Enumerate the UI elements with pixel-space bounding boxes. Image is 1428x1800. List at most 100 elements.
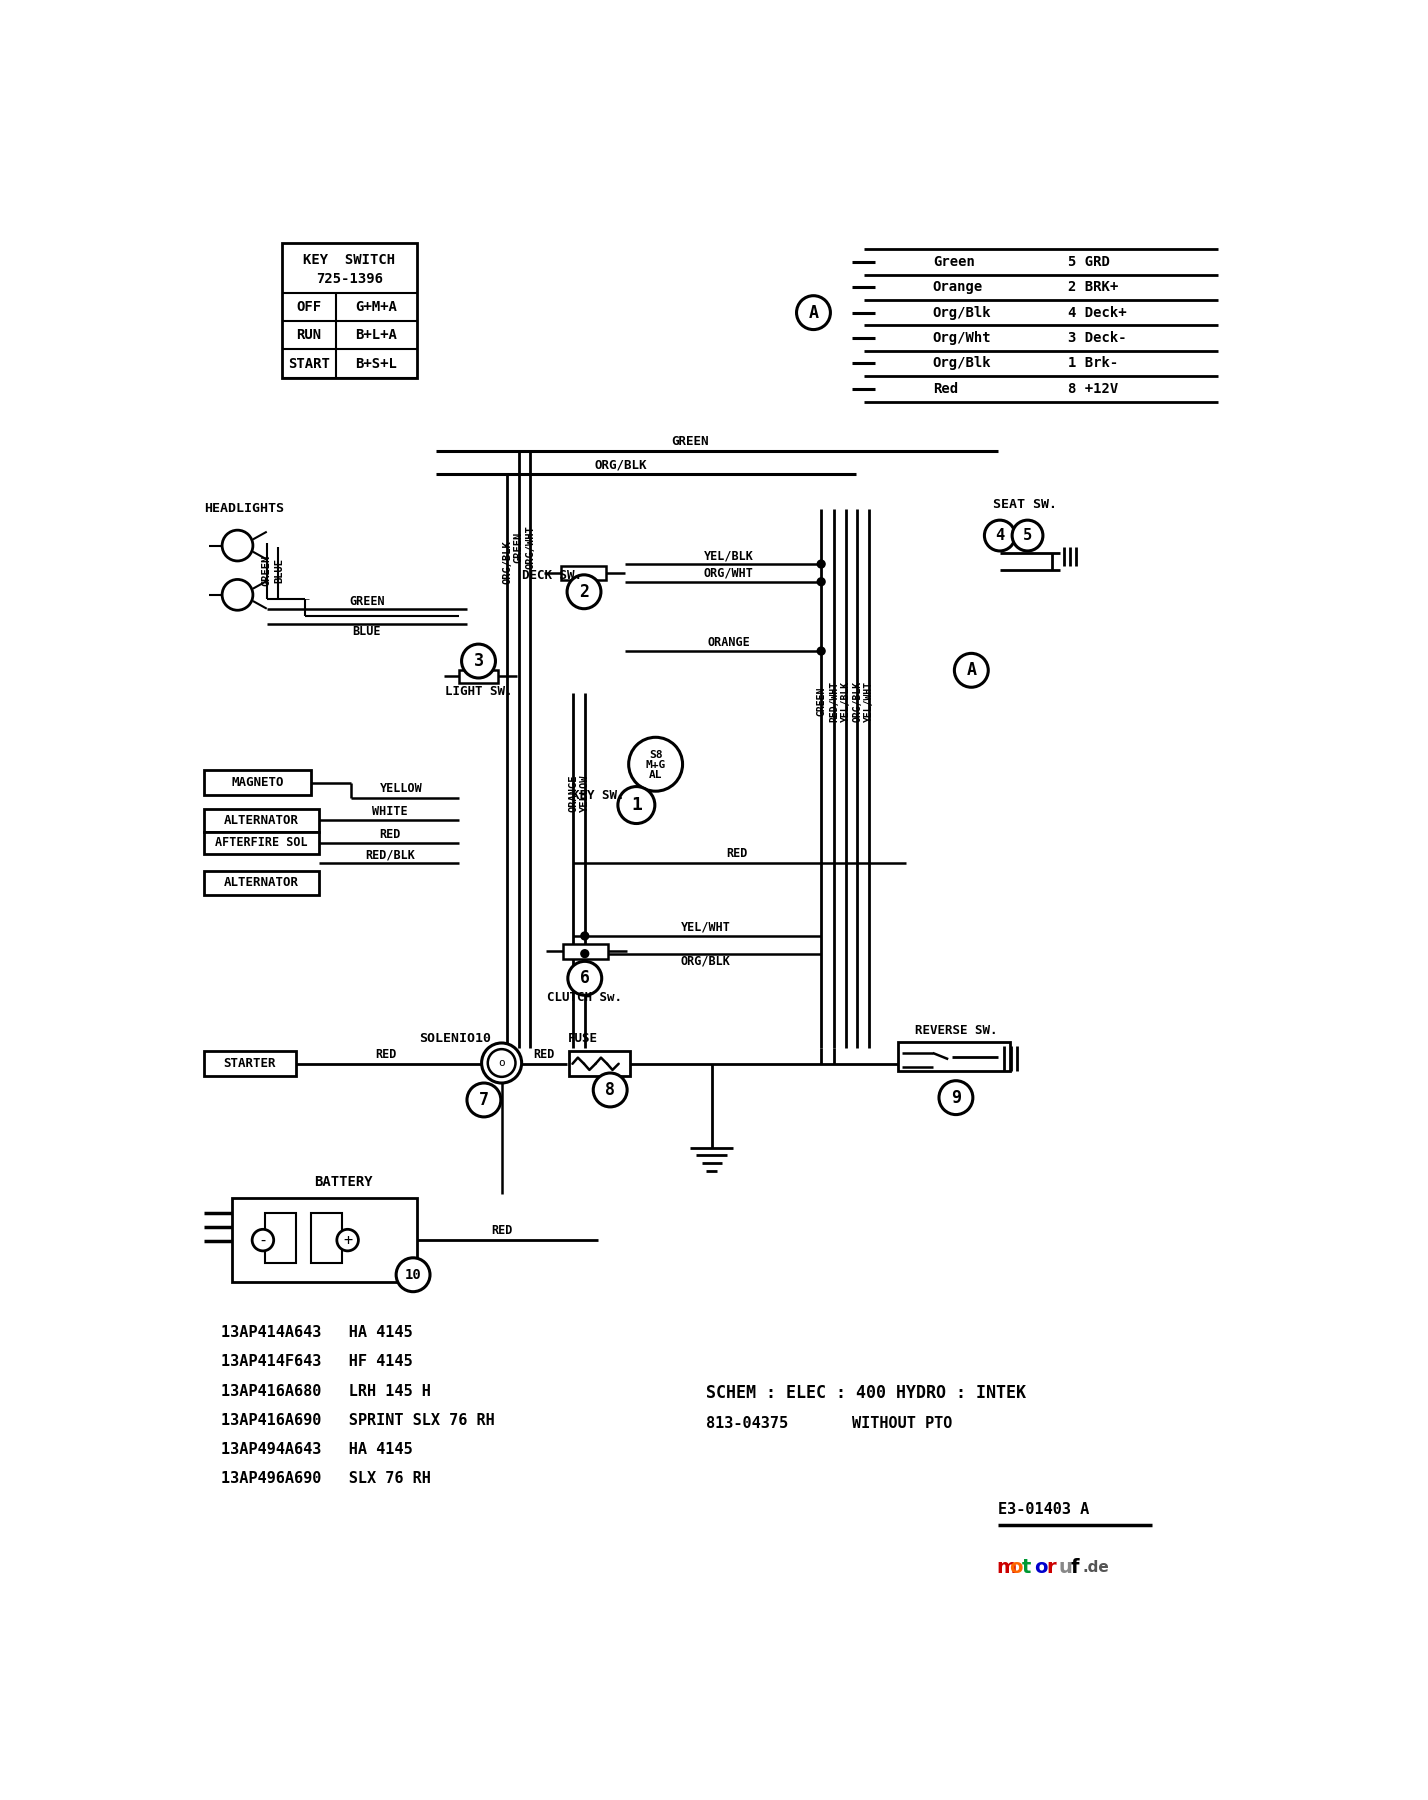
Text: G+M+A: G+M+A bbox=[356, 301, 397, 315]
Text: GREEN: GREEN bbox=[261, 554, 271, 585]
Text: AL: AL bbox=[648, 770, 663, 779]
Text: FUSE: FUSE bbox=[567, 1031, 597, 1044]
Text: BLUE: BLUE bbox=[353, 625, 381, 639]
Text: 6: 6 bbox=[580, 968, 590, 986]
Bar bbox=[283, 243, 417, 378]
Bar bbox=[204, 1051, 296, 1076]
Text: 1 Brk-: 1 Brk- bbox=[1068, 356, 1118, 371]
Text: Org/Blk: Org/Blk bbox=[932, 356, 991, 371]
Text: RUN: RUN bbox=[297, 328, 321, 342]
Bar bbox=[311, 1213, 343, 1264]
Text: 813-04375: 813-04375 bbox=[705, 1417, 788, 1431]
Text: RED/BLK: RED/BLK bbox=[366, 848, 416, 862]
Text: ORG/BLK: ORG/BLK bbox=[594, 459, 647, 472]
Text: A: A bbox=[808, 304, 818, 322]
Text: REVERSE SW.: REVERSE SW. bbox=[915, 1024, 997, 1037]
Circle shape bbox=[817, 646, 825, 655]
Text: GREEN: GREEN bbox=[514, 531, 524, 563]
Text: BLUE: BLUE bbox=[274, 558, 284, 583]
Text: 13AP496A690   SLX 76 RH: 13AP496A690 SLX 76 RH bbox=[220, 1471, 430, 1487]
Circle shape bbox=[817, 578, 825, 587]
Circle shape bbox=[481, 1042, 521, 1084]
Circle shape bbox=[984, 520, 1015, 551]
Circle shape bbox=[593, 1073, 627, 1107]
Text: BATTERY: BATTERY bbox=[314, 1175, 373, 1190]
Text: 3: 3 bbox=[474, 652, 484, 670]
Text: o: o bbox=[1010, 1557, 1022, 1577]
Text: 7: 7 bbox=[478, 1091, 488, 1109]
Text: LIGHT SW.: LIGHT SW. bbox=[444, 686, 513, 698]
Bar bbox=[460, 670, 498, 682]
Text: Org/Wht: Org/Wht bbox=[932, 331, 991, 346]
Circle shape bbox=[568, 961, 601, 995]
Text: RED: RED bbox=[491, 1224, 513, 1237]
Text: ORG/WHT: ORG/WHT bbox=[704, 567, 754, 580]
Text: ORG/BLK: ORG/BLK bbox=[853, 680, 863, 722]
Text: MAGNETO: MAGNETO bbox=[231, 776, 284, 788]
Bar bbox=[561, 567, 605, 580]
Text: GREEN: GREEN bbox=[671, 436, 710, 448]
Text: o: o bbox=[1034, 1557, 1047, 1577]
Bar bbox=[204, 808, 318, 832]
Circle shape bbox=[337, 1229, 358, 1251]
Circle shape bbox=[223, 580, 253, 610]
Text: YEL/BLK: YEL/BLK bbox=[704, 549, 754, 562]
Text: RED/WHT: RED/WHT bbox=[830, 680, 840, 722]
Circle shape bbox=[628, 738, 683, 792]
Text: START: START bbox=[288, 356, 330, 371]
Text: 5: 5 bbox=[1022, 527, 1032, 544]
Text: ALTERNATOR: ALTERNATOR bbox=[224, 814, 298, 826]
Text: 4 Deck+: 4 Deck+ bbox=[1068, 306, 1127, 320]
Circle shape bbox=[253, 1229, 274, 1251]
Text: WITHOUT PTO: WITHOUT PTO bbox=[853, 1417, 952, 1431]
Bar bbox=[233, 1197, 417, 1282]
Text: 8: 8 bbox=[605, 1082, 615, 1100]
Text: ORG/BLK: ORG/BLK bbox=[503, 540, 513, 585]
Text: o: o bbox=[498, 1058, 506, 1067]
Text: RED: RED bbox=[533, 1048, 554, 1060]
Text: DECK SW.: DECK SW. bbox=[521, 569, 581, 581]
Text: 2: 2 bbox=[578, 583, 588, 601]
Circle shape bbox=[1012, 520, 1042, 551]
Text: Org/Blk: Org/Blk bbox=[932, 306, 991, 320]
Text: Orange: Orange bbox=[932, 281, 982, 293]
Bar bbox=[204, 770, 311, 796]
Text: 2 BRK+: 2 BRK+ bbox=[1068, 281, 1118, 293]
Text: RED: RED bbox=[725, 848, 747, 860]
Text: 10: 10 bbox=[404, 1267, 421, 1282]
Bar bbox=[563, 943, 608, 959]
Bar bbox=[568, 1051, 630, 1076]
Bar bbox=[204, 871, 318, 895]
Text: YELLOW: YELLOW bbox=[380, 783, 423, 796]
Circle shape bbox=[461, 644, 496, 679]
Text: AFTERFIRE SOL: AFTERFIRE SOL bbox=[216, 837, 307, 850]
Circle shape bbox=[954, 653, 988, 688]
Circle shape bbox=[580, 949, 590, 958]
Text: ORG/BLK: ORG/BLK bbox=[681, 954, 731, 968]
Text: 5 GRD: 5 GRD bbox=[1068, 256, 1110, 268]
Text: ORANGE: ORANGE bbox=[568, 774, 578, 812]
Text: m: m bbox=[997, 1557, 1017, 1577]
Text: .de: .de bbox=[1082, 1561, 1110, 1575]
Text: 13AP494A643   HA 4145: 13AP494A643 HA 4145 bbox=[220, 1442, 413, 1456]
Circle shape bbox=[817, 560, 825, 569]
Text: S8: S8 bbox=[648, 751, 663, 760]
Text: STARTER: STARTER bbox=[224, 1057, 276, 1071]
Text: YEL/BLK: YEL/BLK bbox=[841, 680, 851, 722]
Circle shape bbox=[396, 1258, 430, 1292]
Text: CLUTCH Sw.: CLUTCH Sw. bbox=[547, 992, 623, 1004]
Circle shape bbox=[618, 787, 655, 824]
Text: 725-1396: 725-1396 bbox=[316, 272, 383, 286]
Text: +: + bbox=[343, 1233, 353, 1247]
Text: t: t bbox=[1021, 1557, 1031, 1577]
Text: 9: 9 bbox=[951, 1089, 961, 1107]
Bar bbox=[266, 1213, 296, 1264]
Text: WHITE: WHITE bbox=[373, 805, 408, 819]
Text: 4: 4 bbox=[995, 527, 1004, 544]
Text: OFF: OFF bbox=[297, 301, 321, 315]
Circle shape bbox=[467, 1084, 501, 1116]
Text: B+L+A: B+L+A bbox=[356, 328, 397, 342]
Text: ORG/WHT: ORG/WHT bbox=[526, 526, 536, 569]
Circle shape bbox=[797, 295, 831, 329]
Circle shape bbox=[567, 574, 601, 608]
